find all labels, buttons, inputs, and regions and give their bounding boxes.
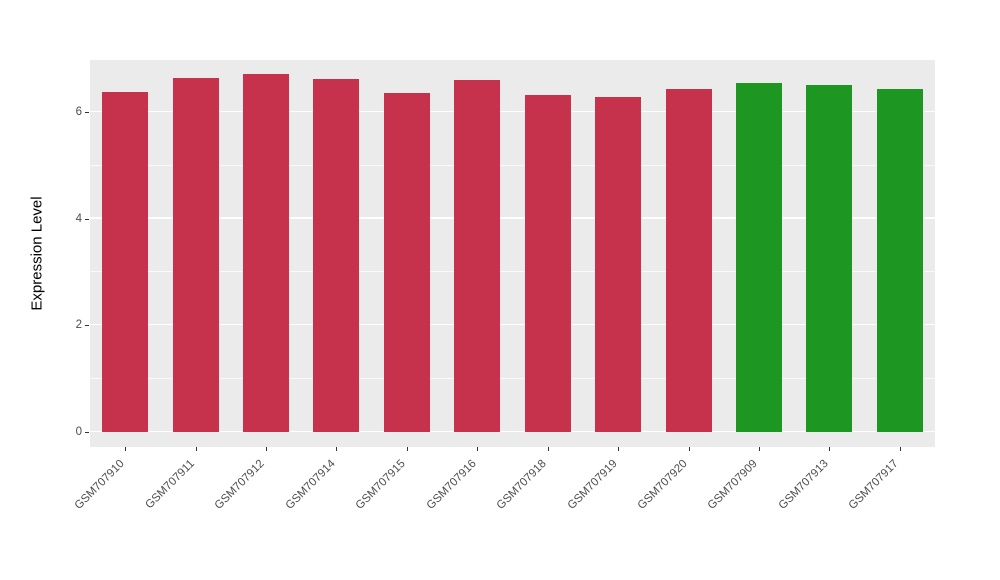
y-axis-title: Expression Level xyxy=(26,60,48,447)
plot-panel xyxy=(90,60,935,447)
x-tick-mark xyxy=(195,447,197,451)
x-tick-label-text: GSM707917 xyxy=(846,457,902,512)
bar-GSM707914 xyxy=(313,79,360,432)
y-tick-mark xyxy=(85,325,89,327)
y-axis-title-text: Expression Level xyxy=(28,196,46,311)
bar-GSM707911 xyxy=(172,78,219,432)
x-tick-mark xyxy=(336,447,338,451)
x-tick-label-text: GSM707914 xyxy=(283,457,338,512)
x-tick-mark xyxy=(618,447,620,451)
x-tick-mark xyxy=(406,447,408,451)
major-gridline xyxy=(90,217,935,219)
x-tick-label-text: GSM707911 xyxy=(143,457,197,512)
bar-GSM707917 xyxy=(876,89,923,432)
bar-GSM707916 xyxy=(454,80,501,432)
major-gridline xyxy=(90,430,935,432)
bar-GSM707918 xyxy=(524,94,571,432)
y-tick-mark xyxy=(85,112,89,114)
major-gridline xyxy=(90,324,935,326)
x-tick-label-text: GSM707910 xyxy=(72,457,127,512)
y-tick-label: 6 xyxy=(75,106,82,119)
bar-GSM707913 xyxy=(806,85,853,432)
x-tick-mark xyxy=(829,447,831,451)
x-tick-mark xyxy=(688,447,690,451)
x-tick-mark xyxy=(547,447,549,451)
y-tick-mark xyxy=(85,218,89,220)
x-tick-label-text: GSM707913 xyxy=(776,457,831,512)
minor-gridline xyxy=(90,378,935,379)
x-tick-mark xyxy=(266,447,268,451)
y-tick-label: 0 xyxy=(75,426,82,438)
x-tick-label-text: GSM707916 xyxy=(424,457,479,512)
bar-GSM707920 xyxy=(665,88,712,432)
x-tick-label-text: GSM707915 xyxy=(353,457,409,512)
major-gridline xyxy=(90,110,935,113)
x-tick-mark xyxy=(899,447,901,451)
x-tick-label-text: GSM707920 xyxy=(635,457,690,512)
bar-GSM707912 xyxy=(243,73,290,432)
x-tick-mark xyxy=(477,447,479,451)
y-tick-label: 2 xyxy=(75,319,82,332)
x-tick-label-text: GSM707912 xyxy=(213,457,268,512)
y-tick-label: 4 xyxy=(75,212,82,225)
bar-GSM707919 xyxy=(595,97,642,432)
bar-GSM707915 xyxy=(383,93,430,432)
minor-gridline xyxy=(90,271,935,273)
bar-GSM707909 xyxy=(735,82,782,432)
x-tick-label-text: GSM707919 xyxy=(565,457,620,512)
x-tick-label-text: GSM707909 xyxy=(706,457,761,512)
bar-GSM707910 xyxy=(102,91,149,432)
x-tick-label-text: GSM707918 xyxy=(494,457,549,512)
y-tick-mark xyxy=(85,432,89,433)
x-tick-mark xyxy=(758,447,760,451)
minor-gridline xyxy=(90,164,935,166)
x-tick-mark xyxy=(125,447,127,451)
